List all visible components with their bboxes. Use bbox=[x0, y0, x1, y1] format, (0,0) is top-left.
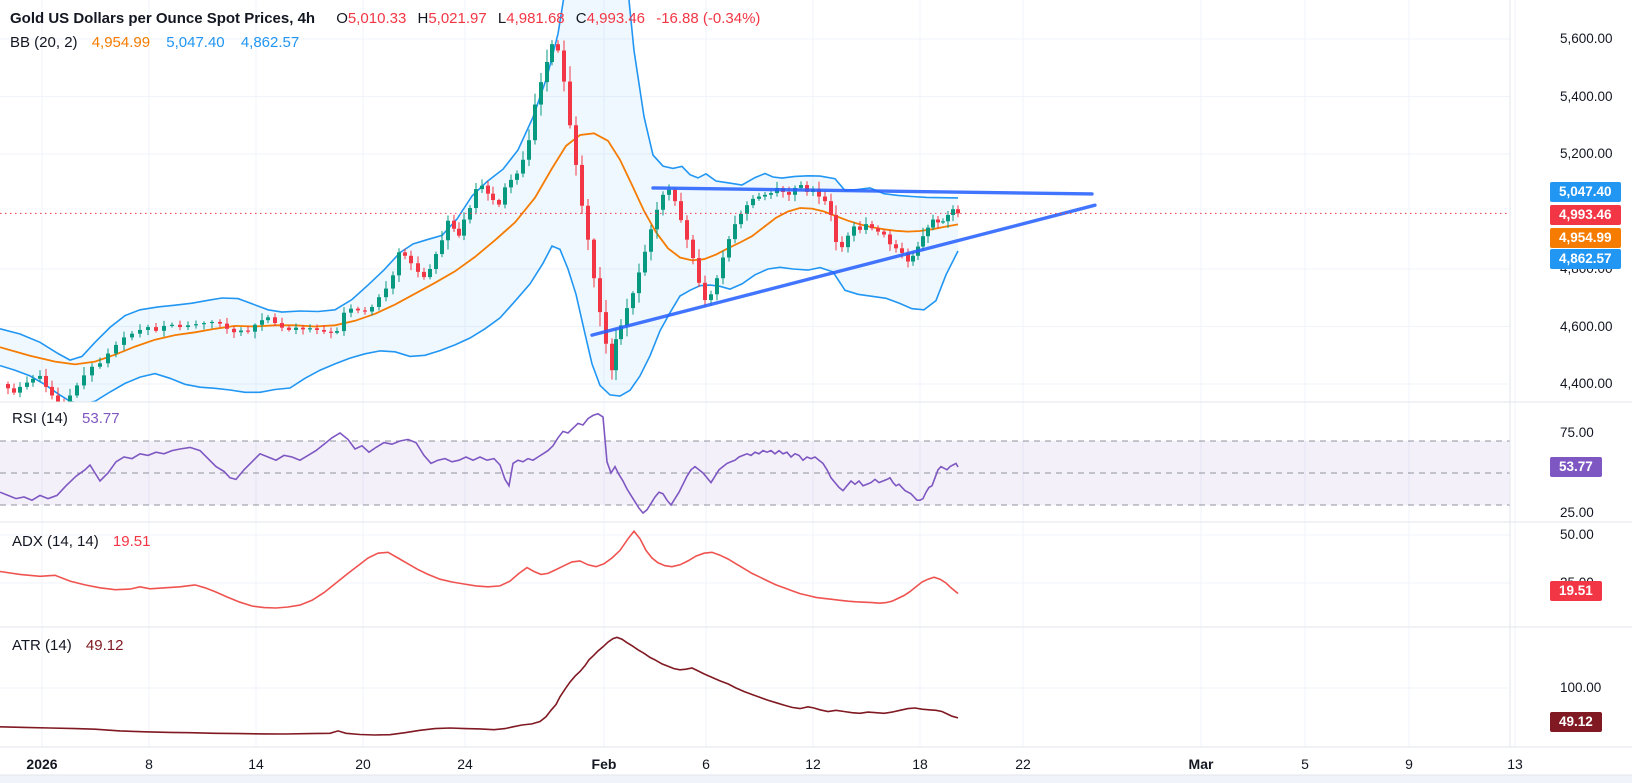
atr-pane[interactable] bbox=[0, 636, 959, 736]
atr-line bbox=[0, 636, 959, 736]
price-badge: 5,047.40 bbox=[1550, 182, 1621, 202]
bottom-strip bbox=[0, 775, 1632, 783]
candlesticks bbox=[6, 40, 960, 402]
time-tick-label[interactable]: 24 bbox=[457, 756, 473, 772]
main-price-pane[interactable] bbox=[0, 0, 1097, 406]
atr-value: 49.12 bbox=[85, 637, 124, 654]
price-tick-label: 4,600.00 bbox=[1560, 318, 1613, 334]
time-tick-label[interactable]: 5 bbox=[1301, 756, 1309, 772]
price-badge: 4,993.46 bbox=[1550, 205, 1621, 225]
time-tick-label[interactable]: 6 bbox=[702, 756, 710, 772]
time-tick-label[interactable]: Mar bbox=[1188, 756, 1214, 772]
adx-value: 19.51 bbox=[112, 533, 151, 550]
price-badge: 4,862.57 bbox=[1550, 249, 1621, 269]
time-tick-label[interactable]: 12 bbox=[805, 756, 821, 772]
time-tick-label[interactable]: 18 bbox=[912, 756, 928, 772]
bb-basis-value: 4,954.99 bbox=[91, 34, 151, 51]
rsi-legend[interactable]: RSI (14) 53.77 bbox=[12, 409, 120, 429]
bb-upper-value: 5,047.40 bbox=[166, 34, 225, 51]
time-tick-label[interactable]: 22 bbox=[1015, 756, 1031, 772]
rsi-name: RSI (14) bbox=[12, 410, 68, 427]
trendline[interactable] bbox=[651, 186, 1094, 196]
low-label: L bbox=[497, 10, 507, 27]
price-tick-label: 5,400.00 bbox=[1560, 88, 1613, 104]
adx-pane[interactable] bbox=[0, 529, 959, 609]
price-tick-label: 5,600.00 bbox=[1560, 31, 1613, 46]
time-tick-label[interactable]: 9 bbox=[1405, 756, 1413, 772]
bb-name: BB (20, 2) bbox=[10, 34, 78, 51]
bb-lower-value: 4,862.57 bbox=[240, 34, 300, 51]
bb-lower-line bbox=[0, 244, 959, 402]
high-value: 5,021.97 bbox=[428, 10, 487, 27]
price-tick-label: 4,400.00 bbox=[1560, 376, 1613, 391]
rsi-pane[interactable] bbox=[0, 412, 1510, 515]
rsi-tick-label: 75.00 bbox=[1560, 425, 1594, 440]
rsi-tick-label: 25.00 bbox=[1560, 505, 1594, 520]
close-label: C bbox=[575, 10, 587, 27]
low-value: 4,981.68 bbox=[506, 10, 565, 27]
adx-line bbox=[0, 529, 959, 609]
time-tick-label[interactable]: 8 bbox=[145, 756, 153, 772]
price-tick-label: 5,200.00 bbox=[1560, 146, 1613, 161]
atr-name: ATR (14) bbox=[12, 637, 72, 654]
time-tick-label[interactable]: Feb bbox=[591, 756, 617, 772]
time-tick-label[interactable]: 20 bbox=[355, 756, 371, 772]
symbol-title: Gold US Dollars per Ounce Spot Prices, 4… bbox=[10, 10, 316, 27]
rsi-badge: 53.77 bbox=[1550, 456, 1602, 477]
trendline[interactable] bbox=[590, 203, 1097, 337]
adx-tick-label: 50.00 bbox=[1560, 527, 1594, 542]
time-tick-label[interactable]: 2026 bbox=[26, 756, 58, 772]
open-label: O bbox=[336, 10, 348, 27]
close-value: 4,993.46 bbox=[586, 10, 646, 27]
main-legend[interactable]: Gold US Dollars per Ounce Spot Prices, 4… bbox=[10, 9, 760, 29]
price-badge: 4,954.99 bbox=[1550, 228, 1621, 248]
change-value: -16.88 (-0.34%) bbox=[656, 10, 761, 27]
adx-badge: 19.51 bbox=[1550, 581, 1602, 601]
bb-fill bbox=[0, 0, 958, 402]
adx-legend[interactable]: ADX (14, 14) 19.51 bbox=[12, 532, 150, 552]
time-tick-label[interactable]: 14 bbox=[248, 756, 264, 772]
rsi-value: 53.77 bbox=[82, 410, 120, 427]
atr-tick-label: 100.00 bbox=[1560, 680, 1602, 695]
adx-name: ADX (14, 14) bbox=[12, 533, 99, 550]
open-value: 5,010.33 bbox=[347, 10, 407, 27]
atr-badge: 49.12 bbox=[1550, 712, 1602, 732]
time-tick-label[interactable]: 13 bbox=[1507, 756, 1523, 772]
bb-legend[interactable]: BB (20, 2) 4,954.99 5,047.40 4,862.57 bbox=[10, 33, 299, 53]
atr-legend[interactable]: ATR (14) 49.12 bbox=[12, 636, 123, 656]
high-label: H bbox=[417, 10, 429, 27]
rsi-line bbox=[0, 412, 959, 515]
